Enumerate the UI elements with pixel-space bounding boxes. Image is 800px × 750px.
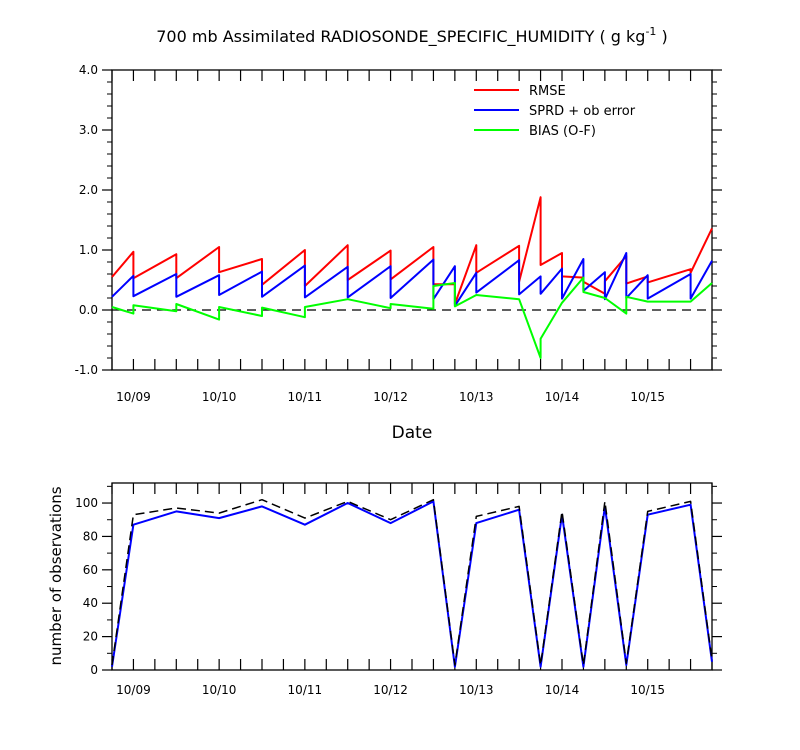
top-y-tick-label: 4.0 [79, 63, 98, 77]
bottom-x-tick-label: 10/09 [116, 683, 151, 697]
bottom-x-tick-label: 10/13 [459, 683, 494, 697]
top-x-axis-title: Date [392, 423, 433, 443]
top-x-tick-label: 10/13 [459, 390, 494, 404]
legend-label: BIAS (O-F) [529, 124, 596, 139]
top-plot: 10/09 10/10 10/11 10/12 10/13 10/14 10/15 -1.0 0… [75, 63, 722, 404]
bottom-x-tick-label: 10/10 [202, 683, 237, 697]
bottom-y-tick-label: 60 [83, 563, 98, 577]
bottom-x-tick-label: 10/14 [545, 683, 580, 697]
top-series-rmse [111, 196, 713, 305]
bottom-y-tick-label: 100 [75, 496, 98, 510]
top-x-tick-label: 10/12 [373, 390, 408, 404]
bottom-plot-frame [111, 482, 713, 671]
top-y-tick-label: 0.0 [79, 303, 98, 317]
top-x-tick-label: 10/09 [116, 390, 151, 404]
bottom-series-assimilated [111, 500, 713, 668]
chart-title: 700 mb Assimilated RADIOSONDE_SPECIFIC_H… [156, 25, 667, 47]
bottom-y-tick-label: 40 [83, 596, 98, 610]
top-series-bias-o-f [111, 276, 713, 359]
top-y-tick-label: 1.0 [79, 243, 98, 257]
bottom-y-tick-label: 80 [83, 529, 98, 543]
bottom-plot: 10/09 10/10 10/11 10/12 10/13 10/14 10/15 0 20 40… [75, 482, 722, 697]
chart-title-superscript: -1 [645, 25, 656, 38]
top-x-tick-label: 10/10 [202, 390, 237, 404]
legend-label: SPRD + ob error [529, 104, 636, 119]
top-x-tick-label: 10/15 [630, 390, 665, 404]
top-y-tick-label: 3.0 [79, 123, 98, 137]
bottom-series-available [111, 498, 713, 666]
bottom-x-tick-label: 10/11 [288, 683, 323, 697]
bottom-x-tick-label: 10/12 [373, 683, 408, 697]
bottom-x-tick-label: 10/15 [630, 683, 665, 697]
top-x-tick-label: 10/11 [288, 390, 323, 404]
top-x-tick-label: 10/14 [545, 390, 580, 404]
bottom-y-axis-title: number of observations [47, 486, 65, 665]
bottom-y-tick-label: 20 [83, 630, 98, 644]
bottom-y-tick-label: 0 [90, 663, 98, 677]
legend-label: RMSE [529, 84, 566, 99]
top-y-tick-label: 2.0 [79, 183, 98, 197]
top-series-sprd-ob-error [111, 252, 713, 307]
top-y-tick-label: -1.0 [75, 363, 98, 377]
